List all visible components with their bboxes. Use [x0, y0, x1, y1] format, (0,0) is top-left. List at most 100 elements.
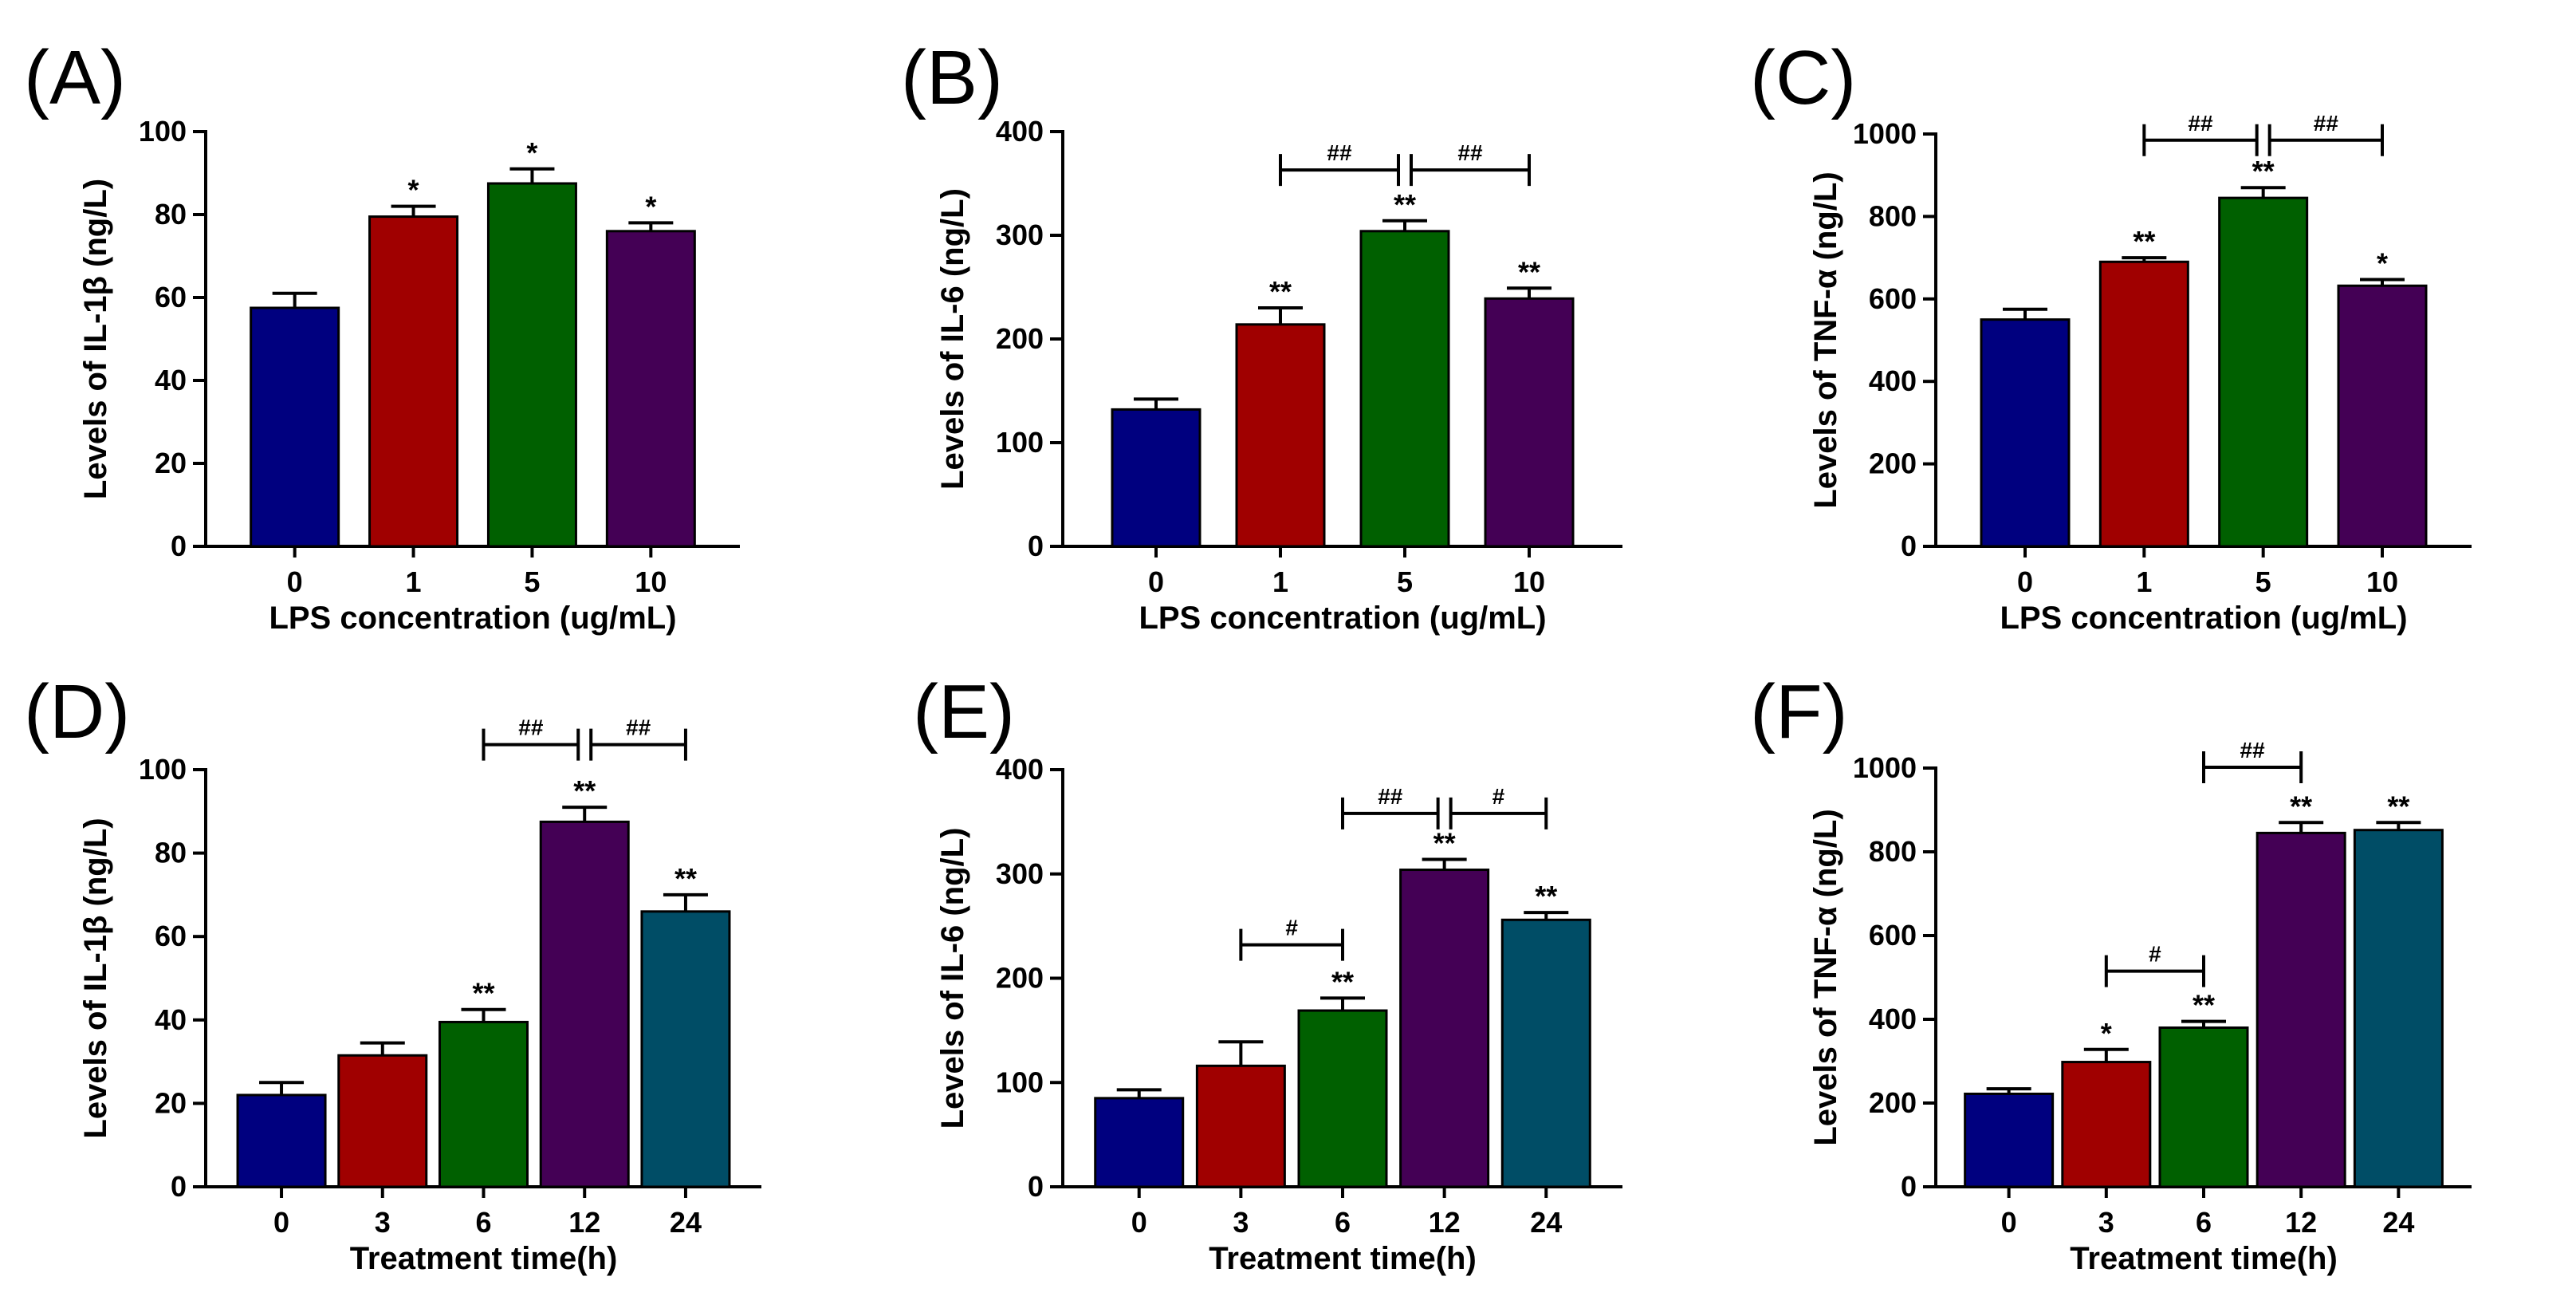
significance-mark: *	[2101, 1017, 2112, 1050]
bar	[1484, 297, 1575, 548]
y-tick-label: 200	[1869, 447, 1917, 480]
x-axis-label: Treatment time(h)	[350, 1241, 618, 1276]
comparison-bracket	[1449, 797, 1548, 829]
y-tick-label: 100	[139, 753, 187, 786]
y-tick-label: 0	[1901, 1170, 1917, 1203]
bar	[486, 182, 577, 548]
y-tick-label: 800	[1869, 199, 1917, 232]
x-axis-label: LPS concentration (ug/mL)	[2000, 601, 2407, 636]
panel-label: (B)	[901, 35, 1003, 120]
bar	[2255, 831, 2346, 1188]
significance-mark: **	[2252, 155, 2275, 187]
bar	[2337, 284, 2428, 548]
significance-mark: **	[1331, 965, 1354, 998]
significance-mark: *	[526, 136, 537, 169]
x-tick-label: 12	[1429, 1206, 1461, 1239]
y-tick-label: 1000	[1853, 117, 1917, 150]
x-tick-label: 24	[2382, 1206, 2414, 1239]
significance-mark: **	[1394, 188, 1416, 221]
x-tick-label: 3	[1233, 1206, 1249, 1239]
x-tick-label: 10	[1513, 565, 1545, 598]
comparison-bracket	[1341, 797, 1440, 829]
x-tick-label: 0	[2017, 565, 2033, 598]
y-tick-label: 100	[139, 115, 187, 148]
comparison-bracket	[1410, 154, 1531, 187]
y-tick-label: 100	[996, 1066, 1044, 1098]
bracket-label: ##	[2314, 111, 2339, 136]
bracket-label: ##	[1327, 140, 1352, 165]
bracket-label: ##	[626, 715, 651, 740]
bar	[1235, 323, 1326, 548]
x-tick-label: 24	[1530, 1206, 1562, 1239]
bar	[1399, 869, 1490, 1188]
bar	[539, 820, 630, 1188]
x-tick-label: 24	[670, 1206, 702, 1239]
significance-mark: **	[2133, 225, 2155, 258]
significance-mark: **	[2193, 989, 2215, 1022]
y-tick-label: 600	[1869, 282, 1917, 315]
bar	[1500, 918, 1591, 1188]
x-tick-label: 5	[2255, 565, 2271, 598]
y-axis-label: Levels of IL-1β (ng/L)	[78, 818, 113, 1138]
x-tick-label: 0	[1148, 565, 1164, 598]
panel-label: (C)	[1750, 35, 1856, 120]
significance-mark: *	[2377, 247, 2388, 280]
bar	[640, 910, 731, 1188]
x-tick-label: 1	[1272, 565, 1288, 598]
significance-mark: **	[573, 774, 596, 807]
bracket-label: ##	[518, 715, 544, 740]
x-tick-label: 6	[475, 1206, 491, 1239]
panel-label: (E)	[913, 669, 1015, 755]
significance-mark: **	[472, 977, 494, 1010]
y-tick-label: 0	[171, 530, 187, 562]
bar	[2098, 260, 2189, 548]
bracket-label: ##	[2240, 738, 2266, 762]
significance-mark: **	[2387, 790, 2409, 822]
y-axis-label: Levels of IL-6 (ng/L)	[935, 828, 970, 1129]
x-tick-label: 0	[2001, 1206, 2017, 1239]
y-tick-label: 40	[155, 1003, 187, 1036]
y-tick-label: 100	[996, 426, 1044, 459]
y-tick-label: 0	[171, 1170, 187, 1203]
bar	[1980, 318, 2071, 548]
y-tick-label: 40	[155, 364, 187, 396]
y-tick-label: 20	[155, 447, 187, 479]
bar	[1359, 230, 1450, 548]
bar	[1195, 1064, 1286, 1188]
bar	[1111, 408, 1201, 548]
x-tick-label: 0	[1131, 1206, 1147, 1239]
comparison-bracket	[1279, 154, 1400, 187]
bar	[2061, 1061, 2152, 1188]
x-tick-label: 6	[1335, 1206, 1351, 1239]
chart-panel-5: (E) 0 100 200 300 400 Levels of IL-6 (ng/L) Tre…	[913, 669, 1622, 1276]
x-axis-label: Treatment time(h)	[2070, 1241, 2338, 1276]
y-tick-label: 300	[996, 219, 1044, 251]
y-tick-label: 400	[996, 753, 1044, 786]
y-tick-label: 400	[996, 115, 1044, 148]
bar	[236, 1093, 327, 1188]
y-axis-label: Levels of IL-1β (ng/L)	[78, 179, 113, 499]
bar	[368, 215, 459, 548]
y-tick-label: 0	[1901, 530, 1917, 562]
x-axis-label: Treatment time(h)	[1209, 1241, 1477, 1276]
x-tick-label: 1	[2136, 565, 2152, 598]
x-tick-label: 5	[524, 565, 540, 598]
x-axis-label: LPS concentration (ug/mL)	[269, 601, 676, 636]
bar	[605, 230, 696, 548]
bar	[2158, 1026, 2249, 1188]
y-tick-label: 0	[1028, 1170, 1044, 1203]
x-tick-label: 1	[406, 565, 422, 598]
y-axis-label: Levels of TNF-α (ng/L)	[1808, 809, 1843, 1145]
y-tick-label: 80	[155, 198, 187, 230]
panel-label: (F)	[1750, 669, 1848, 755]
y-tick-label: 0	[1028, 530, 1044, 562]
significance-mark: **	[1269, 275, 1292, 308]
bracket-label: ##	[1378, 784, 1403, 809]
panel-label: (D)	[24, 669, 130, 755]
y-tick-label: 60	[155, 281, 187, 313]
y-tick-label: 300	[996, 857, 1044, 890]
bracket-label: #	[1285, 916, 1298, 940]
